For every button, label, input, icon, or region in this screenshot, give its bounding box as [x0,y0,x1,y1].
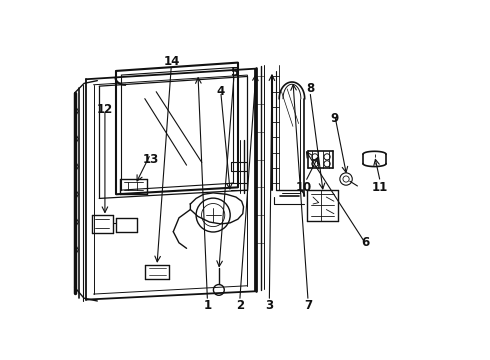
Circle shape [343,176,349,182]
Text: 9: 9 [331,112,339,125]
Text: 5: 5 [230,66,238,79]
Circle shape [214,284,224,295]
Text: 7: 7 [304,299,312,312]
Text: 12: 12 [97,103,113,116]
Text: 10: 10 [295,181,312,194]
Text: 11: 11 [372,181,389,194]
Text: 13: 13 [143,153,159,166]
Circle shape [312,161,318,167]
Text: 2: 2 [236,299,244,312]
Circle shape [312,154,318,160]
Circle shape [324,154,330,160]
Text: 4: 4 [217,85,225,98]
Text: 1: 1 [203,299,212,312]
Text: 6: 6 [361,236,369,249]
Circle shape [340,173,352,185]
Text: 14: 14 [163,55,179,68]
Text: 8: 8 [306,82,314,95]
Circle shape [196,198,230,232]
Circle shape [324,161,330,167]
Text: 3: 3 [265,299,273,312]
Circle shape [201,203,225,226]
